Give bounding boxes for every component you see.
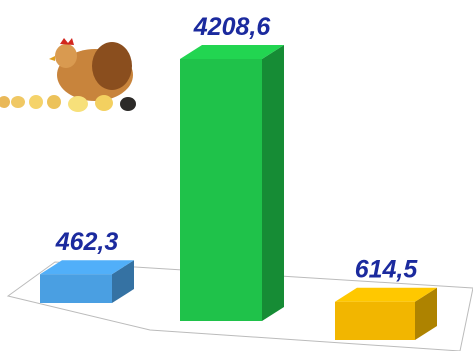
bar-side	[415, 287, 437, 340]
chicken-picture	[0, 38, 136, 112]
bar	[335, 301, 415, 340]
bar	[180, 59, 262, 321]
value-label: 614,5	[355, 256, 419, 284]
bar-top	[335, 287, 437, 302]
value-label: 4208,6	[193, 13, 272, 41]
bar-top	[40, 260, 134, 275]
value-label: 462,3	[55, 228, 119, 256]
floor	[6, 261, 473, 351]
bar-top	[180, 45, 284, 59]
bar	[40, 274, 112, 303]
bar-side	[262, 45, 284, 321]
bar-side	[112, 260, 134, 303]
